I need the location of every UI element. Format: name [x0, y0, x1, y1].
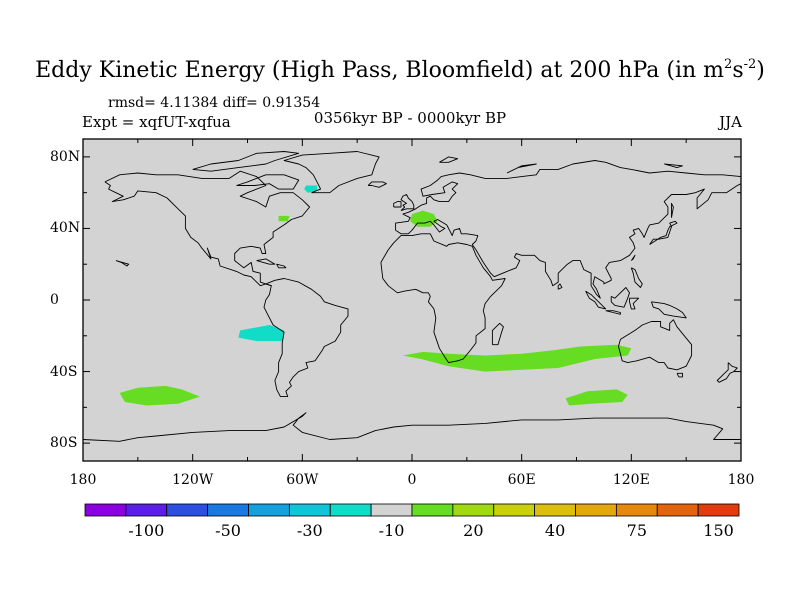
experiment-label: Expt = xqfUT-xqfua [82, 113, 231, 131]
colorbar-swatch-3 [207, 503, 249, 517]
coastline-7 [367, 181, 387, 188]
coastline-25 [256, 258, 276, 265]
coastline-24 [276, 263, 287, 269]
anomaly-region-6 [304, 185, 317, 193]
colorbar-label: -100 [128, 521, 165, 540]
coastline-28 [506, 163, 537, 174]
colorbar-label: 75 [626, 521, 647, 540]
coastline-10 [716, 362, 738, 383]
coastline-27 [439, 156, 459, 163]
coastline-6 [393, 201, 402, 208]
anomaly-region-3 [410, 210, 438, 227]
coastline-20 [630, 267, 643, 288]
x-tick-label: 120E [612, 472, 650, 488]
coastline-14 [610, 287, 630, 308]
coastline-8 [618, 319, 693, 371]
plot-title: Eddy Kinetic Energy (High Pass, Bloomfie… [35, 57, 765, 83]
anomaly-region-1 [565, 389, 628, 406]
x-tick-label: 180 [69, 472, 97, 488]
coastline-30 [671, 202, 674, 218]
colorbar-swatch-8 [411, 503, 454, 517]
x-tick-label: 120W [172, 472, 214, 488]
colorbar-swatch-0 [84, 503, 127, 517]
coastline-12 [585, 290, 607, 310]
anomaly-region-5 [238, 325, 285, 342]
coastline-22 [236, 174, 300, 190]
x-tick-label: 180 [727, 472, 755, 488]
rmsd-diff-stats: rmsd= 4.11384 diff= 0.91354 [108, 95, 321, 111]
colorbar-label: 20 [463, 521, 484, 540]
coastline-2 [283, 151, 380, 194]
coastline-11 [649, 220, 678, 245]
anomaly-region-2 [119, 385, 200, 406]
colorbar-label: -50 [215, 521, 241, 540]
coastline-26 [115, 260, 130, 267]
coastline-19 [557, 283, 563, 290]
y-tick-label: 80N [50, 148, 81, 165]
coastline-18 [630, 254, 636, 261]
y-tick-label: 80S [50, 435, 78, 452]
colorbar-label: -30 [296, 521, 323, 540]
colorbar-swatch-11 [534, 503, 576, 517]
coastline-0 [104, 170, 311, 287]
colorbar-label: 40 [544, 521, 566, 540]
colorbar-swatch-9 [452, 503, 495, 517]
coastline-16 [650, 301, 687, 319]
x-tick-label: 0 [407, 472, 417, 488]
colorbar-swatch-2 [166, 503, 209, 517]
colorbar-swatch-15 [697, 503, 740, 517]
coastline-9 [676, 372, 683, 378]
time-period-label: 0356kyr BP - 0000kyr BP [313, 109, 507, 127]
season-label: JJA [719, 113, 742, 131]
colorbar-swatch-13 [615, 503, 658, 517]
colorbar-swatch-14 [656, 503, 699, 517]
y-tick-label: 40S [50, 363, 78, 380]
anomaly-region-4 [278, 215, 290, 222]
colorbar-swatch-10 [493, 503, 536, 517]
coastline-23 [192, 151, 300, 172]
coastline-13 [605, 310, 621, 315]
coastline-15 [629, 297, 640, 310]
anomaly-region-0 [402, 344, 632, 372]
colorbar-label: -10 [378, 521, 405, 540]
colorbar-label: 150 [703, 521, 734, 540]
colorbar-swatch-6 [329, 503, 372, 517]
colorbar-swatch-5 [288, 503, 331, 517]
coastline-21 [82, 412, 741, 442]
colorbar-swatch-1 [125, 503, 168, 517]
y-tick-label: 40N [50, 220, 81, 237]
map-background [83, 139, 741, 461]
x-tick-label: 60W [286, 472, 319, 488]
colorbar-swatch-7 [370, 503, 413, 517]
coastline-29 [664, 163, 683, 169]
colorbar-swatch-12 [575, 503, 617, 517]
y-tick-label: 0 [50, 292, 59, 308]
x-tick-label: 60E [507, 472, 536, 488]
coastline-3 [380, 233, 506, 364]
colorbar-swatch-4 [248, 503, 290, 517]
coastline-4 [395, 160, 742, 299]
coastline-5 [400, 194, 415, 212]
coastline-1 [263, 278, 349, 398]
coastline-17 [491, 322, 504, 346]
